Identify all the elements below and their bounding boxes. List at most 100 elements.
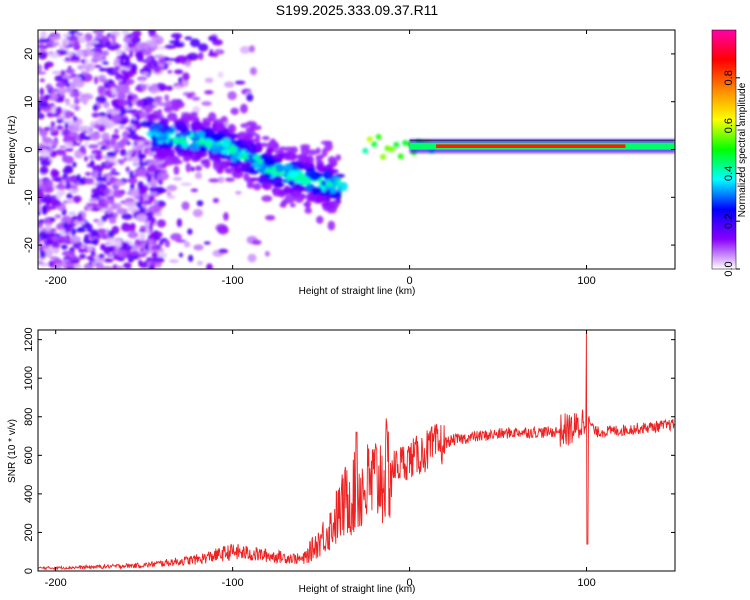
- noise-blob: [156, 252, 168, 259]
- noise-blob: [88, 144, 99, 149]
- noise-blob: [145, 104, 154, 113]
- noise-blob: [92, 164, 104, 173]
- noise-blob: [73, 97, 80, 105]
- band-blob: [316, 215, 324, 224]
- band-blob: [225, 177, 235, 182]
- snr-plot-area: [38, 331, 675, 571]
- noise-blob: [106, 237, 117, 245]
- noise-blob: [39, 166, 49, 175]
- band-blob: [167, 112, 178, 122]
- noise-blob: [123, 262, 132, 269]
- noise-blob: [142, 49, 152, 56]
- noise-blob: [49, 127, 56, 132]
- noise-blob: [136, 51, 143, 57]
- noise-blob: [155, 257, 162, 264]
- noise-blob: [154, 96, 163, 100]
- noise-blob: [186, 52, 199, 61]
- noise-blob: [176, 218, 183, 228]
- noise-blob: [98, 112, 107, 117]
- noise-blob: [74, 198, 80, 204]
- band-blob: [195, 165, 203, 172]
- band-blob: [316, 172, 324, 178]
- noise-blob: [105, 206, 113, 214]
- noise-blob: [86, 47, 91, 56]
- noise-blob: [217, 225, 229, 235]
- noise-blob: [131, 36, 141, 44]
- noise-blob: [158, 58, 165, 64]
- x-tick-label: 100: [577, 275, 595, 287]
- band-blob: [305, 167, 316, 172]
- noise-blob: [139, 195, 144, 203]
- noise-blob: [74, 228, 87, 233]
- noise-blob: [173, 42, 185, 48]
- y-tick-label: 10: [23, 96, 35, 108]
- band-blob: [252, 161, 261, 169]
- noise-blob: [141, 71, 150, 76]
- noise-blob: [122, 30, 129, 36]
- noise-blob: [118, 159, 125, 165]
- noise-blob: [117, 249, 128, 258]
- noise-blob: [64, 122, 69, 130]
- noise-blob: [148, 205, 161, 214]
- band-blob: [287, 179, 295, 186]
- noise-blob: [77, 125, 89, 132]
- noise-blob: [119, 148, 127, 157]
- noise-blob: [120, 200, 127, 204]
- band-blob: [230, 107, 239, 115]
- noise-blob: [212, 198, 220, 203]
- y-tick-label: 200: [23, 523, 35, 541]
- band-blob: [199, 137, 206, 146]
- x-tick-label: -200: [45, 275, 67, 287]
- noise-blob: [78, 248, 86, 253]
- noise-blob: [144, 242, 150, 252]
- noise-blob: [39, 38, 51, 43]
- noise-blob: [132, 162, 141, 167]
- noise-blob: [264, 250, 270, 257]
- noise-blob: [65, 199, 76, 204]
- noise-blob: [128, 258, 134, 262]
- noise-blob: [91, 260, 97, 268]
- band-blob: [294, 195, 304, 203]
- noise-blob: [91, 149, 103, 155]
- noise-blob: [39, 95, 45, 102]
- band-blob: [155, 136, 168, 142]
- noise-blob: [55, 81, 66, 88]
- band-blob: [228, 144, 237, 155]
- noise-blob: [127, 78, 135, 85]
- noise-blob: [66, 193, 73, 200]
- noise-blob: [158, 202, 164, 208]
- band-blob: [202, 117, 213, 123]
- noise-blob: [247, 253, 257, 263]
- spectrogram-y-label: Frequency (Hz): [7, 116, 18, 185]
- noise-blob: [138, 78, 146, 83]
- noise-blob: [58, 86, 66, 96]
- noise-blob: [113, 128, 119, 135]
- band-blob: [325, 201, 335, 210]
- noise-blob: [204, 90, 214, 95]
- noise-blob: [147, 164, 158, 174]
- noise-blob: [198, 52, 204, 60]
- noise-blob: [73, 32, 80, 37]
- band-blob: [335, 154, 342, 161]
- band-blob: [254, 141, 262, 151]
- noise-blob: [135, 99, 144, 108]
- noise-blob: [116, 84, 125, 92]
- noise-blob: [110, 137, 117, 146]
- band-blob: [304, 207, 312, 214]
- noise-blob: [91, 112, 100, 118]
- band-blob: [151, 134, 157, 144]
- noise-blob: [120, 69, 128, 75]
- noise-blob: [48, 92, 59, 102]
- noise-blob: [79, 145, 86, 154]
- noise-blob: [101, 132, 110, 141]
- noise-blob: [59, 189, 66, 196]
- band-blob: [220, 149, 232, 155]
- noise-blob: [104, 160, 111, 167]
- noise-blob: [224, 81, 235, 88]
- noise-blob: [100, 74, 105, 79]
- noise-blob: [116, 207, 128, 215]
- noise-blob: [94, 153, 103, 161]
- colorbar-tick-label: 0.0: [723, 261, 735, 276]
- x-tick-label: 0: [407, 577, 413, 589]
- band-blob: [204, 140, 213, 149]
